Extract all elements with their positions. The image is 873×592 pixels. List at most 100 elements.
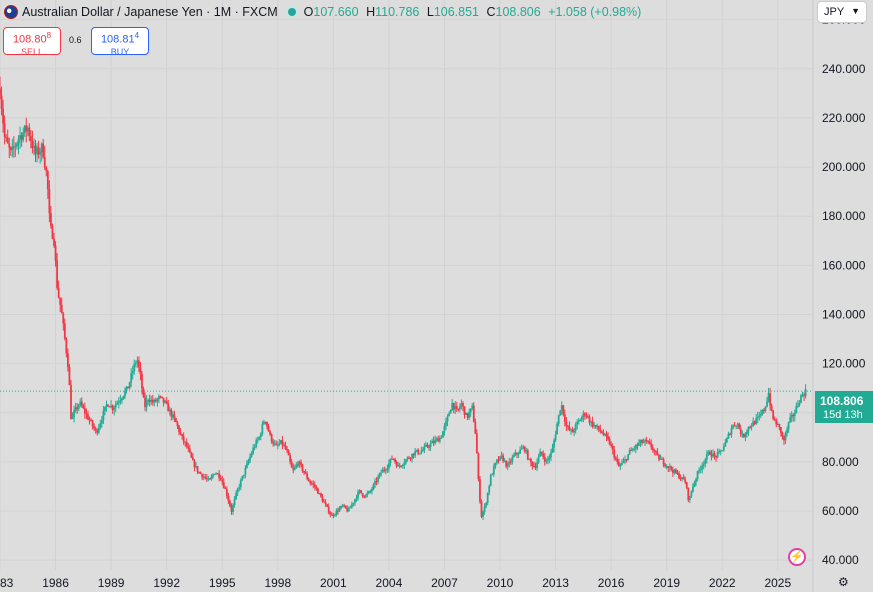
candle-body [12,146,15,148]
candle-body [134,363,137,365]
candle-body [611,445,614,450]
candle-body [292,467,295,470]
y-tick-label: 140.000 [822,307,866,321]
candle-body [54,245,57,261]
candle-body [372,484,375,490]
candle-body [176,422,179,427]
candle-body [219,477,222,480]
candle-body [93,426,96,429]
candle-body [425,444,427,447]
candle-body [232,504,234,512]
candle-body [303,470,305,473]
candle-body [508,461,511,465]
candle-body [50,213,52,226]
candle-body [772,410,775,420]
candle-body [71,417,74,419]
x-tick-label: 2010 [487,576,514,590]
currency-dropdown[interactable]: JPY ▼ [817,1,867,23]
candle-body [696,471,699,479]
candle-body [148,399,151,402]
candle-body [577,420,580,422]
candle-body [131,371,134,374]
candle-body [593,425,596,427]
symbol-title[interactable]: Australian Dollar / Japanese Yen · 1M · … [22,5,278,19]
candle-body [244,467,247,475]
candle-body [494,462,497,467]
candle-body [471,405,474,409]
candle-body [333,514,336,516]
candle-body [758,415,761,417]
sell-button[interactable]: 108.808 SELL [3,27,61,57]
candle-body [371,489,373,492]
candle-body [553,440,555,448]
candle-body [26,127,29,132]
candle-body [398,465,401,467]
candle-body [753,421,756,425]
candle-body [114,404,117,408]
candle-body [408,457,410,459]
candle-body [208,478,211,480]
candle-body [170,409,173,417]
candle-body [105,404,108,407]
candle-body [267,426,270,432]
candle-body [278,443,281,445]
candle-body [727,433,730,439]
candle-body [193,460,196,468]
candle-body [366,493,369,495]
candle-body [736,423,739,426]
candle-body [744,434,747,438]
candle-body [472,405,475,422]
candle-body [801,394,804,396]
candle-body [429,443,432,447]
candle-body [733,425,736,427]
candle-body [619,464,622,467]
candle-body [295,464,298,468]
candle-body [293,467,296,470]
gear-icon[interactable]: ⚙ [838,575,849,589]
candle-body [386,468,389,471]
candle-body [667,466,670,468]
candle-body [40,143,43,153]
candle-body [627,454,630,460]
lightning-icon[interactable]: ⚡ [788,548,806,566]
candle-body [374,481,376,485]
candle-body [128,382,131,389]
candle-body [400,465,403,467]
candle-body [546,458,549,461]
candle-body [409,458,412,460]
candle-body [264,421,267,423]
candle-body [168,409,171,412]
candle-body [415,449,418,452]
candle-body [482,511,484,517]
candle-body [773,419,776,421]
candle-body [567,425,569,427]
candle-body [434,439,437,443]
candle-body [492,466,495,475]
candle-body [460,403,463,407]
candle-body [384,470,387,472]
candle-body [156,399,159,402]
candle-body [486,492,489,503]
candle-body [631,449,634,451]
last-price-label: 108.806 15d 13h [815,391,873,423]
candle-body [309,481,312,483]
candle-body [783,436,785,441]
candle-body [423,446,426,450]
candle-body [389,458,392,464]
candle-body [704,459,707,464]
candle-body [279,440,282,444]
candle-body [202,476,205,478]
candle-body [62,313,65,324]
market-status-icon [287,8,296,16]
buy-button[interactable]: 108.814 BUY [91,27,149,57]
candle-body [759,414,762,416]
candle-body [752,421,755,427]
candle-body [800,395,802,403]
candle-body [124,390,126,397]
candle-body [378,473,381,477]
candle-body [127,386,129,389]
candle-body [557,415,560,425]
candle-body [59,297,62,305]
x-tick-label: 2019 [653,576,680,590]
